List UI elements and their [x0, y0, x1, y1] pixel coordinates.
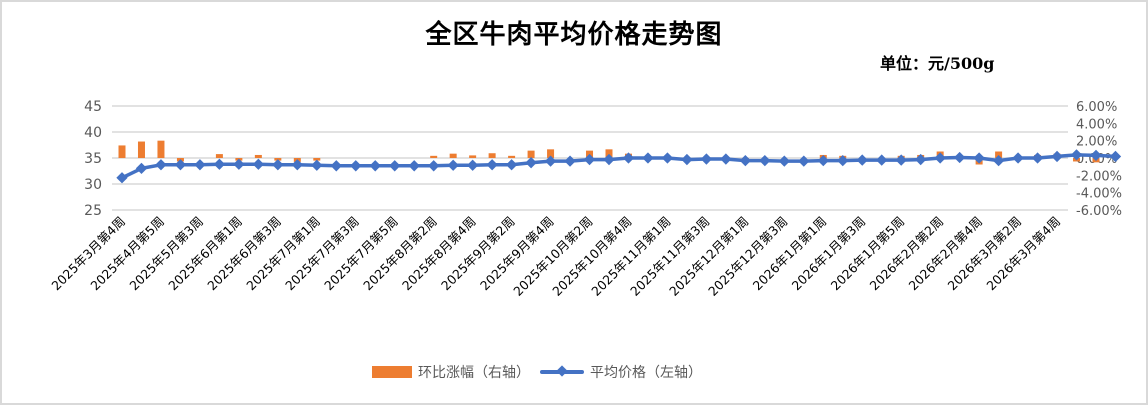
chart-title: 全区牛肉平均价格走势图 [425, 20, 723, 50]
price-marker-icon [856, 154, 868, 166]
x-tick-label: 2026年3月第4周 [983, 214, 1063, 294]
price-marker-icon [661, 152, 674, 164]
price-marker-icon [934, 152, 946, 164]
price-marker-icon [915, 153, 927, 166]
price-marker-icon [817, 154, 829, 167]
price-marker-icon [1090, 149, 1102, 162]
price-marker-icon [252, 158, 265, 170]
price-marker-icon [544, 155, 557, 167]
y-right-tick: 4.00% [1076, 117, 1117, 132]
bar-mom-change [527, 150, 535, 158]
y-left-tick: 45 [84, 99, 102, 115]
price-marker-icon [564, 155, 576, 167]
price-marker-icon [330, 160, 342, 172]
price-marker-icon [759, 154, 771, 167]
y-right-tick: -2.00% [1076, 169, 1122, 184]
price-marker-icon [1051, 150, 1063, 163]
price-marker-icon [603, 153, 615, 166]
bar-mom-change [449, 153, 457, 158]
price-marker-icon [681, 153, 693, 166]
legend-bar-swatch [372, 366, 412, 378]
unit-label: 单位：元/500g [880, 54, 995, 73]
price-line [121, 153, 1116, 180]
legend-line-label: 平均价格（左轴） [590, 365, 702, 381]
y-right-tick: 2.00% [1076, 135, 1117, 150]
price-marker-icon [622, 152, 635, 164]
price-marker-icon [583, 153, 596, 166]
bar-mom-change [215, 154, 223, 158]
y-left-tick: 30 [84, 177, 102, 193]
price-marker-icon [1109, 150, 1122, 163]
price-marker-icon [953, 151, 966, 164]
bar-mom-change [157, 140, 165, 158]
bar-mom-change [508, 155, 516, 158]
price-marker-icon [642, 152, 654, 164]
price-marker-icon [272, 159, 284, 171]
price-marker-icon [233, 158, 245, 170]
price-marker-icon [798, 155, 810, 167]
bar-mom-change [547, 149, 555, 158]
price-marker-icon [739, 154, 752, 167]
price-marker-icon [194, 159, 206, 171]
bar-mom-change [254, 154, 262, 158]
y-left-tick: 35 [84, 151, 102, 167]
legend-line-swatch-icon [540, 370, 584, 374]
bar-mom-change [313, 158, 321, 161]
price-marker-icon [116, 172, 128, 184]
price-marker-icon [213, 158, 226, 170]
price-marker-icon [876, 154, 888, 166]
price-marker-icon [408, 160, 420, 172]
y-left-tick: 40 [84, 125, 102, 141]
bar-mom-change [137, 141, 145, 158]
price-marker-icon [447, 159, 459, 171]
bar-mom-change [430, 155, 438, 158]
price-marker-icon [1031, 152, 1044, 164]
price-marker-icon [973, 152, 985, 164]
bar-mom-change [605, 149, 613, 158]
price-marker-icon [1070, 149, 1083, 161]
legend: 环比涨幅（右轴） 平均价格（左轴） [372, 362, 702, 382]
y-left-tick: 25 [84, 203, 102, 219]
price-marker-icon [155, 159, 167, 171]
price-marker-icon [505, 159, 518, 171]
price-marker-icon [311, 159, 323, 171]
price-marker-icon [895, 154, 907, 166]
bar-mom-change [118, 145, 126, 158]
bar-mom-change [488, 153, 496, 158]
price-marker-icon [700, 153, 713, 165]
price-marker-icon [428, 160, 440, 172]
y-right-tick: -4.00% [1076, 187, 1122, 202]
bar-mom-change [995, 151, 1003, 158]
price-marker-icon [720, 153, 732, 165]
price-marker-icon [992, 154, 1005, 167]
price-marker-icon [837, 154, 849, 167]
price-marker-icon [525, 157, 537, 169]
legend-bar-label: 环比涨幅（右轴） [418, 365, 530, 381]
bar-mom-change [469, 155, 477, 158]
price-marker-icon [369, 160, 381, 172]
price-marker-icon [291, 159, 303, 171]
price-marker-icon [389, 160, 401, 172]
price-marker-icon [135, 162, 148, 175]
y-right-tick: 6.00% [1076, 100, 1117, 115]
y-right-tick: -6.00% [1076, 204, 1122, 219]
price-marker-icon [174, 159, 187, 171]
price-marker-icon [778, 155, 790, 167]
price-marker-icon [1012, 152, 1024, 164]
price-marker-icon [350, 160, 362, 172]
price-marker-icon [466, 159, 479, 171]
price-marker-icon [486, 159, 498, 171]
